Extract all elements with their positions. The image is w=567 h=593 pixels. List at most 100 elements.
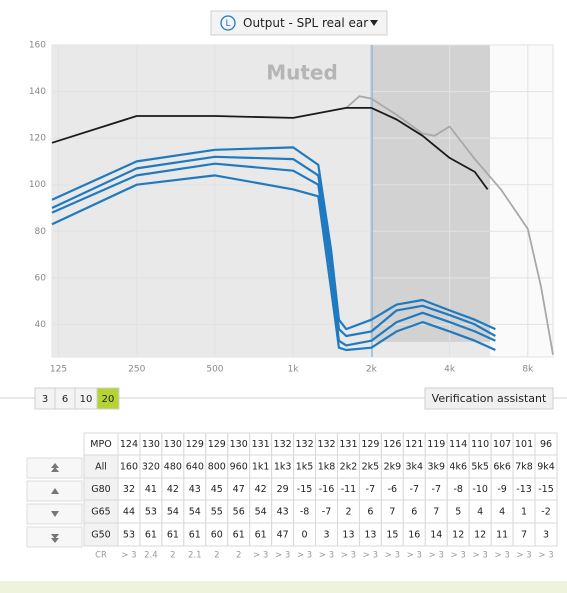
cell-value: > 3 [275,551,290,561]
cell-value: 6 [367,507,373,518]
cell-value: 2 [236,551,241,561]
cell-value: -7 [366,484,375,495]
cell-value: 110 [471,439,489,450]
cell-value: 126 [383,439,401,450]
cell-value: > 3 [407,551,422,561]
verification-button[interactable] [424,387,554,410]
curve [51,107,489,190]
view-dropdown[interactable] [210,10,388,36]
cell-value: 1k3 [274,462,292,473]
cell-value: 640 [186,462,204,473]
cell-value: -9 [497,484,506,495]
cell-value: 2 [170,551,175,561]
cell-value: -6 [388,484,397,495]
cell-value: -8 [300,507,309,518]
muted-label: Muted [266,61,338,85]
cell-value: 2 [345,507,351,518]
cell-value: 53 [145,507,157,518]
row-label: G50 [91,530,110,541]
cell-value: 3 [543,530,549,541]
cell-value: 41 [145,484,157,495]
channel-icon [220,15,236,31]
cell-value: 2k5 [362,462,380,473]
cell-value: 131 [339,439,357,450]
cell-value: 12 [474,530,486,541]
y-tick-label: 60 [35,273,47,283]
cell-value: 16 [408,530,420,541]
cell-value: 13 [364,530,376,541]
cell-value: 54 [255,507,267,518]
row-label: MPO [90,439,111,450]
cell-value: 2k2 [340,462,358,473]
cell-value: 132 [317,439,335,450]
cell-value: 29 [277,484,289,495]
x-tick-label: 8k [522,365,534,375]
cell-value: 101 [515,439,533,450]
y-tick-label: 140 [29,87,46,97]
cell-value: 61 [145,530,157,541]
cell-value: 55 [211,507,223,518]
curve [51,162,496,347]
cell-value: 5k5 [471,462,489,473]
cell-value: 4 [499,507,505,518]
cell-value: > 3 [253,551,268,561]
cell-value: 2.4 [144,551,158,561]
cell-value: 7 [389,507,395,518]
cell-value: 129 [208,439,226,450]
cell-value: -8 [453,484,462,495]
muted-region-dark [370,45,490,342]
cell-value: 45 [211,484,223,495]
cell-value: 2k9 [384,462,402,473]
cell-value: 11 [496,530,508,541]
cell-value: 32 [123,484,135,495]
curve [345,95,554,355]
cell-value: 44 [123,507,135,518]
cell-value: 107 [493,439,511,450]
cell-value: 800 [208,462,226,473]
cell-value: 43 [277,507,289,518]
cell-value: 47 [277,530,289,541]
verification-label: Verification assistant [432,392,547,405]
cell-value: 129 [361,439,379,450]
cell-value: 14 [430,530,442,541]
curve [51,146,496,331]
curve [51,155,496,338]
cell-value: 4k6 [449,462,467,473]
cell-value: 42 [255,484,267,495]
cell-value: 132 [274,439,292,450]
cell-value: > 3 [538,551,553,561]
curve [51,174,496,352]
dropdown-arrow [370,20,378,26]
icon-top [51,463,59,472]
cell-value: -15 [297,484,313,495]
cell-value: 129 [186,439,204,450]
cell-value: > 3 [297,551,312,561]
channel-button[interactable] [96,387,120,410]
cell-value: > 3 [121,551,136,561]
cell-value: 7 [521,530,527,541]
cell-value: -7 [410,484,419,495]
cell-value: 131 [252,439,270,450]
cell-value: 61 [255,530,267,541]
cell-value: 47 [233,484,245,495]
cell-value: 7k8 [515,462,533,473]
cell-value: -2 [541,507,550,518]
cell-value: 114 [449,439,467,450]
cell-value: 0 [302,530,308,541]
table-cell [534,522,558,547]
cell-value: 2 [214,551,219,561]
cell-value: 7 [433,507,439,518]
y-tick-label: 80 [35,227,47,237]
x-tick-label: 2k [366,365,378,375]
controls: 3 6 10 20 [34,387,120,410]
plot: 40 60 80 100 120 140 160 125 250 500 1k 2k 4k 8k Muted [29,41,554,375]
cell-value: > 3 [429,551,444,561]
cell-value: > 3 [319,551,334,561]
cell-value: 130 [142,439,160,450]
cell-value: 3k4 [406,462,424,473]
cell-value: 61 [233,530,245,541]
cell-value: 9k4 [537,462,555,473]
y-tick-label: 120 [29,134,46,144]
channel-button-label: 20 [102,394,115,405]
